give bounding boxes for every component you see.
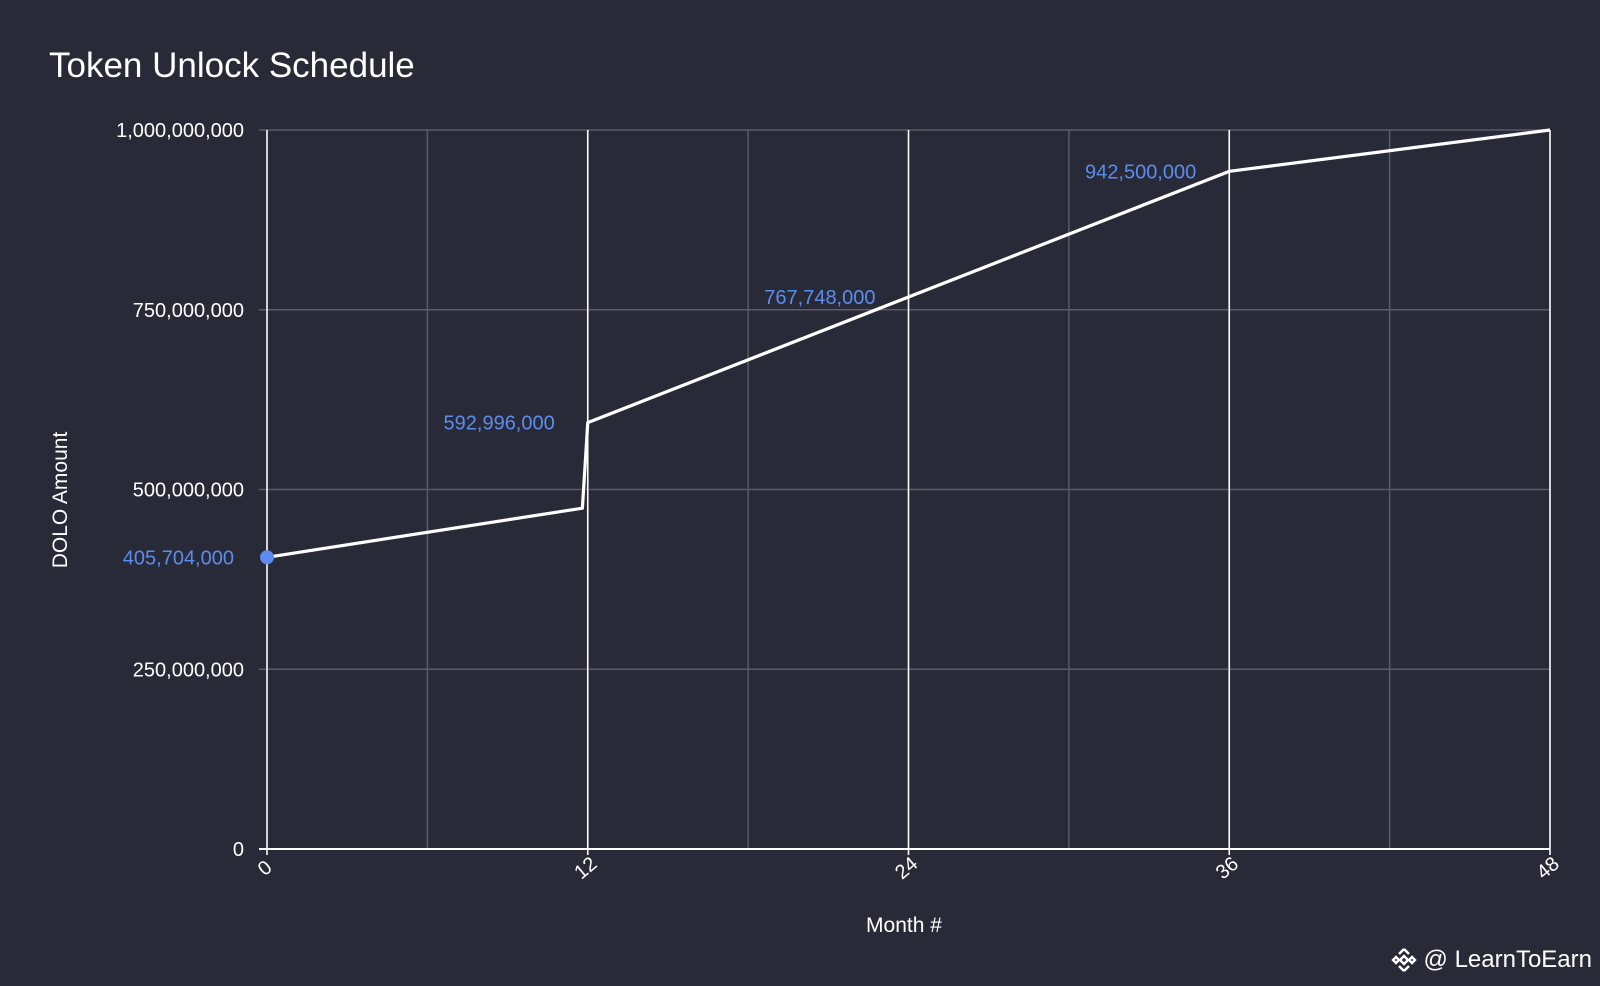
x-tick-label: 12 — [570, 853, 601, 884]
y-tick-label: 1,000,000,000 — [116, 120, 244, 142]
y-axis-title: DOLO Amount — [49, 432, 72, 569]
data-label: 767,748,000 — [764, 287, 875, 309]
x-axis: 0 12 24 36 48 — [254, 853, 1564, 884]
x-tick-label: 0 — [254, 856, 277, 880]
series-line — [266, 128, 1551, 559]
data-labels: 405,704,000 592,996,000 767,748,000 942,500… — [123, 161, 1196, 569]
y-tick-label: 500,000,000 — [133, 480, 244, 502]
y-tick-label: 0 — [233, 839, 244, 861]
watermark-text: @ LearnToEarn — [1423, 946, 1592, 973]
series-group — [266, 128, 1551, 559]
data-point-marker — [260, 550, 274, 565]
x-tick-label: 24 — [891, 853, 922, 884]
y-tick-label: 250,000,000 — [133, 659, 244, 681]
x-tick-label: 48 — [1533, 853, 1564, 884]
x-tick-label: 36 — [1212, 853, 1243, 884]
watermark: @ LearnToEarn — [1390, 946, 1592, 974]
x-axis-title: Month # — [866, 914, 942, 937]
data-label: 405,704,000 — [123, 547, 234, 569]
chart-title: Token Unlock Schedule — [49, 46, 415, 85]
data-label: 592,996,000 — [444, 413, 555, 435]
grid — [259, 129, 1551, 855]
y-axis: 0 250,000,000 500,000,000 750,000,000 1,000,… — [116, 120, 244, 861]
data-label: 942,500,000 — [1085, 161, 1196, 183]
binance-logo-icon — [1390, 946, 1418, 974]
y-tick-label: 750,000,000 — [133, 300, 244, 322]
